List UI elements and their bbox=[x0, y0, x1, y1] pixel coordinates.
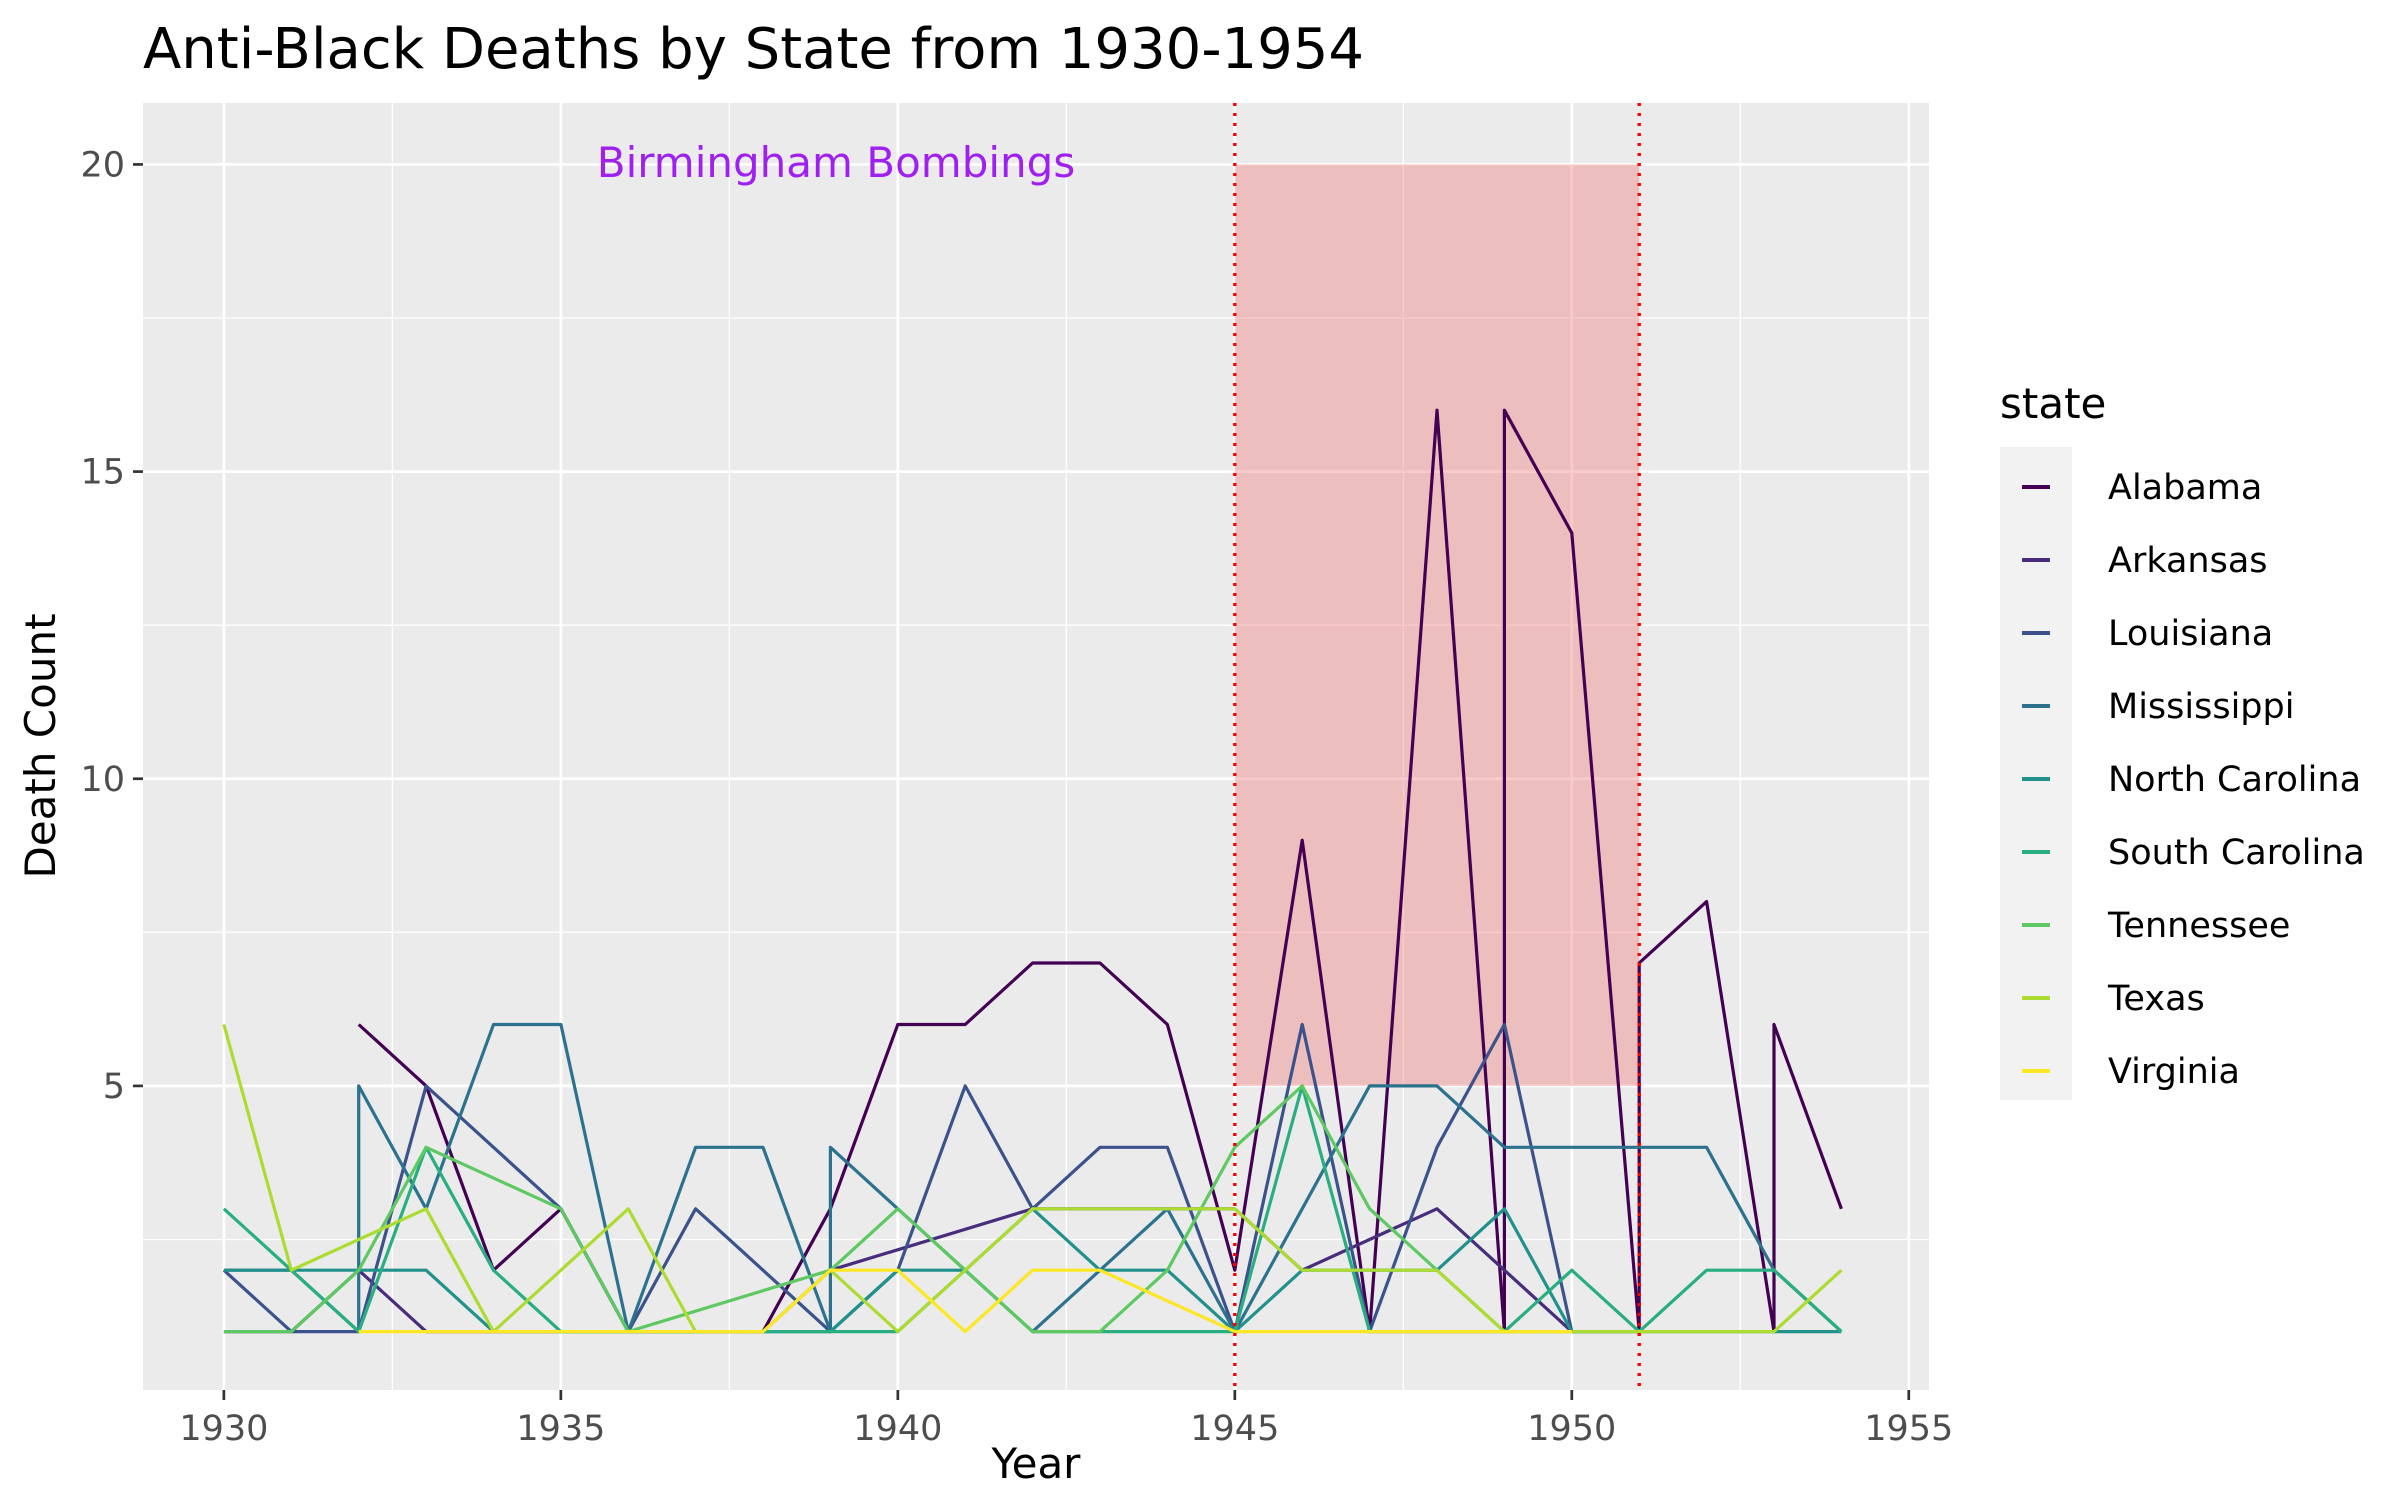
y-tick-label: 5 bbox=[103, 1067, 125, 1107]
legend-title: state bbox=[2000, 379, 2106, 428]
y-axis-label: Death Count bbox=[16, 613, 65, 878]
series-line-texas bbox=[222, 1024, 1843, 1334]
y-tick-label: 10 bbox=[80, 760, 125, 800]
x-tick-label: 1955 bbox=[1864, 1409, 1953, 1449]
highlight-rect bbox=[1234, 164, 1640, 1086]
highlight-region bbox=[1234, 164, 1640, 1086]
legend-label-alabama: Alabama bbox=[2108, 468, 2262, 508]
y-tick-label: 20 bbox=[80, 145, 125, 185]
legend-label-north-carolina: North Carolina bbox=[2108, 760, 2361, 800]
legend-label-mississippi: Mississippi bbox=[2108, 687, 2294, 727]
x-axis: 1930 1935 1940 1945 1950 1955 bbox=[179, 1390, 1953, 1449]
x-axis-label: Year bbox=[991, 1439, 1082, 1488]
x-tick-label: 1935 bbox=[516, 1409, 605, 1449]
annotation-birmingham-bombings: Birmingham Bombings bbox=[597, 138, 1075, 187]
legend-label-arkansas: Arkansas bbox=[2108, 541, 2268, 581]
x-tick-label: 1945 bbox=[1190, 1409, 1279, 1449]
legend: state Alabama Arkansas Louisiana Mississipp… bbox=[2000, 379, 2365, 1100]
legend-label-louisiana: Louisiana bbox=[2108, 614, 2273, 654]
x-tick-label: 1950 bbox=[1527, 1409, 1616, 1449]
legend-label-virginia: Virginia bbox=[2108, 1052, 2240, 1092]
legend-key-background bbox=[2000, 447, 2072, 1100]
reference-lines bbox=[1233, 103, 1641, 1390]
minor-gridlines bbox=[143, 103, 1929, 1390]
y-axis: 5 10 15 20 bbox=[80, 145, 143, 1107]
x-tick-label: 1930 bbox=[179, 1409, 268, 1449]
legend-label-tennessee: Tennessee bbox=[2107, 906, 2290, 946]
x-tick-label: 1940 bbox=[853, 1409, 942, 1449]
chart-title: Anti-Black Deaths by State from 1930-195… bbox=[143, 17, 1364, 82]
legend-label-texas: Texas bbox=[2107, 979, 2205, 1019]
plot-panel bbox=[143, 103, 1929, 1390]
y-tick-label: 15 bbox=[80, 453, 125, 493]
legend-label-south-carolina: South Carolina bbox=[2108, 833, 2365, 873]
series-line-virginia bbox=[358, 1268, 1572, 1334]
